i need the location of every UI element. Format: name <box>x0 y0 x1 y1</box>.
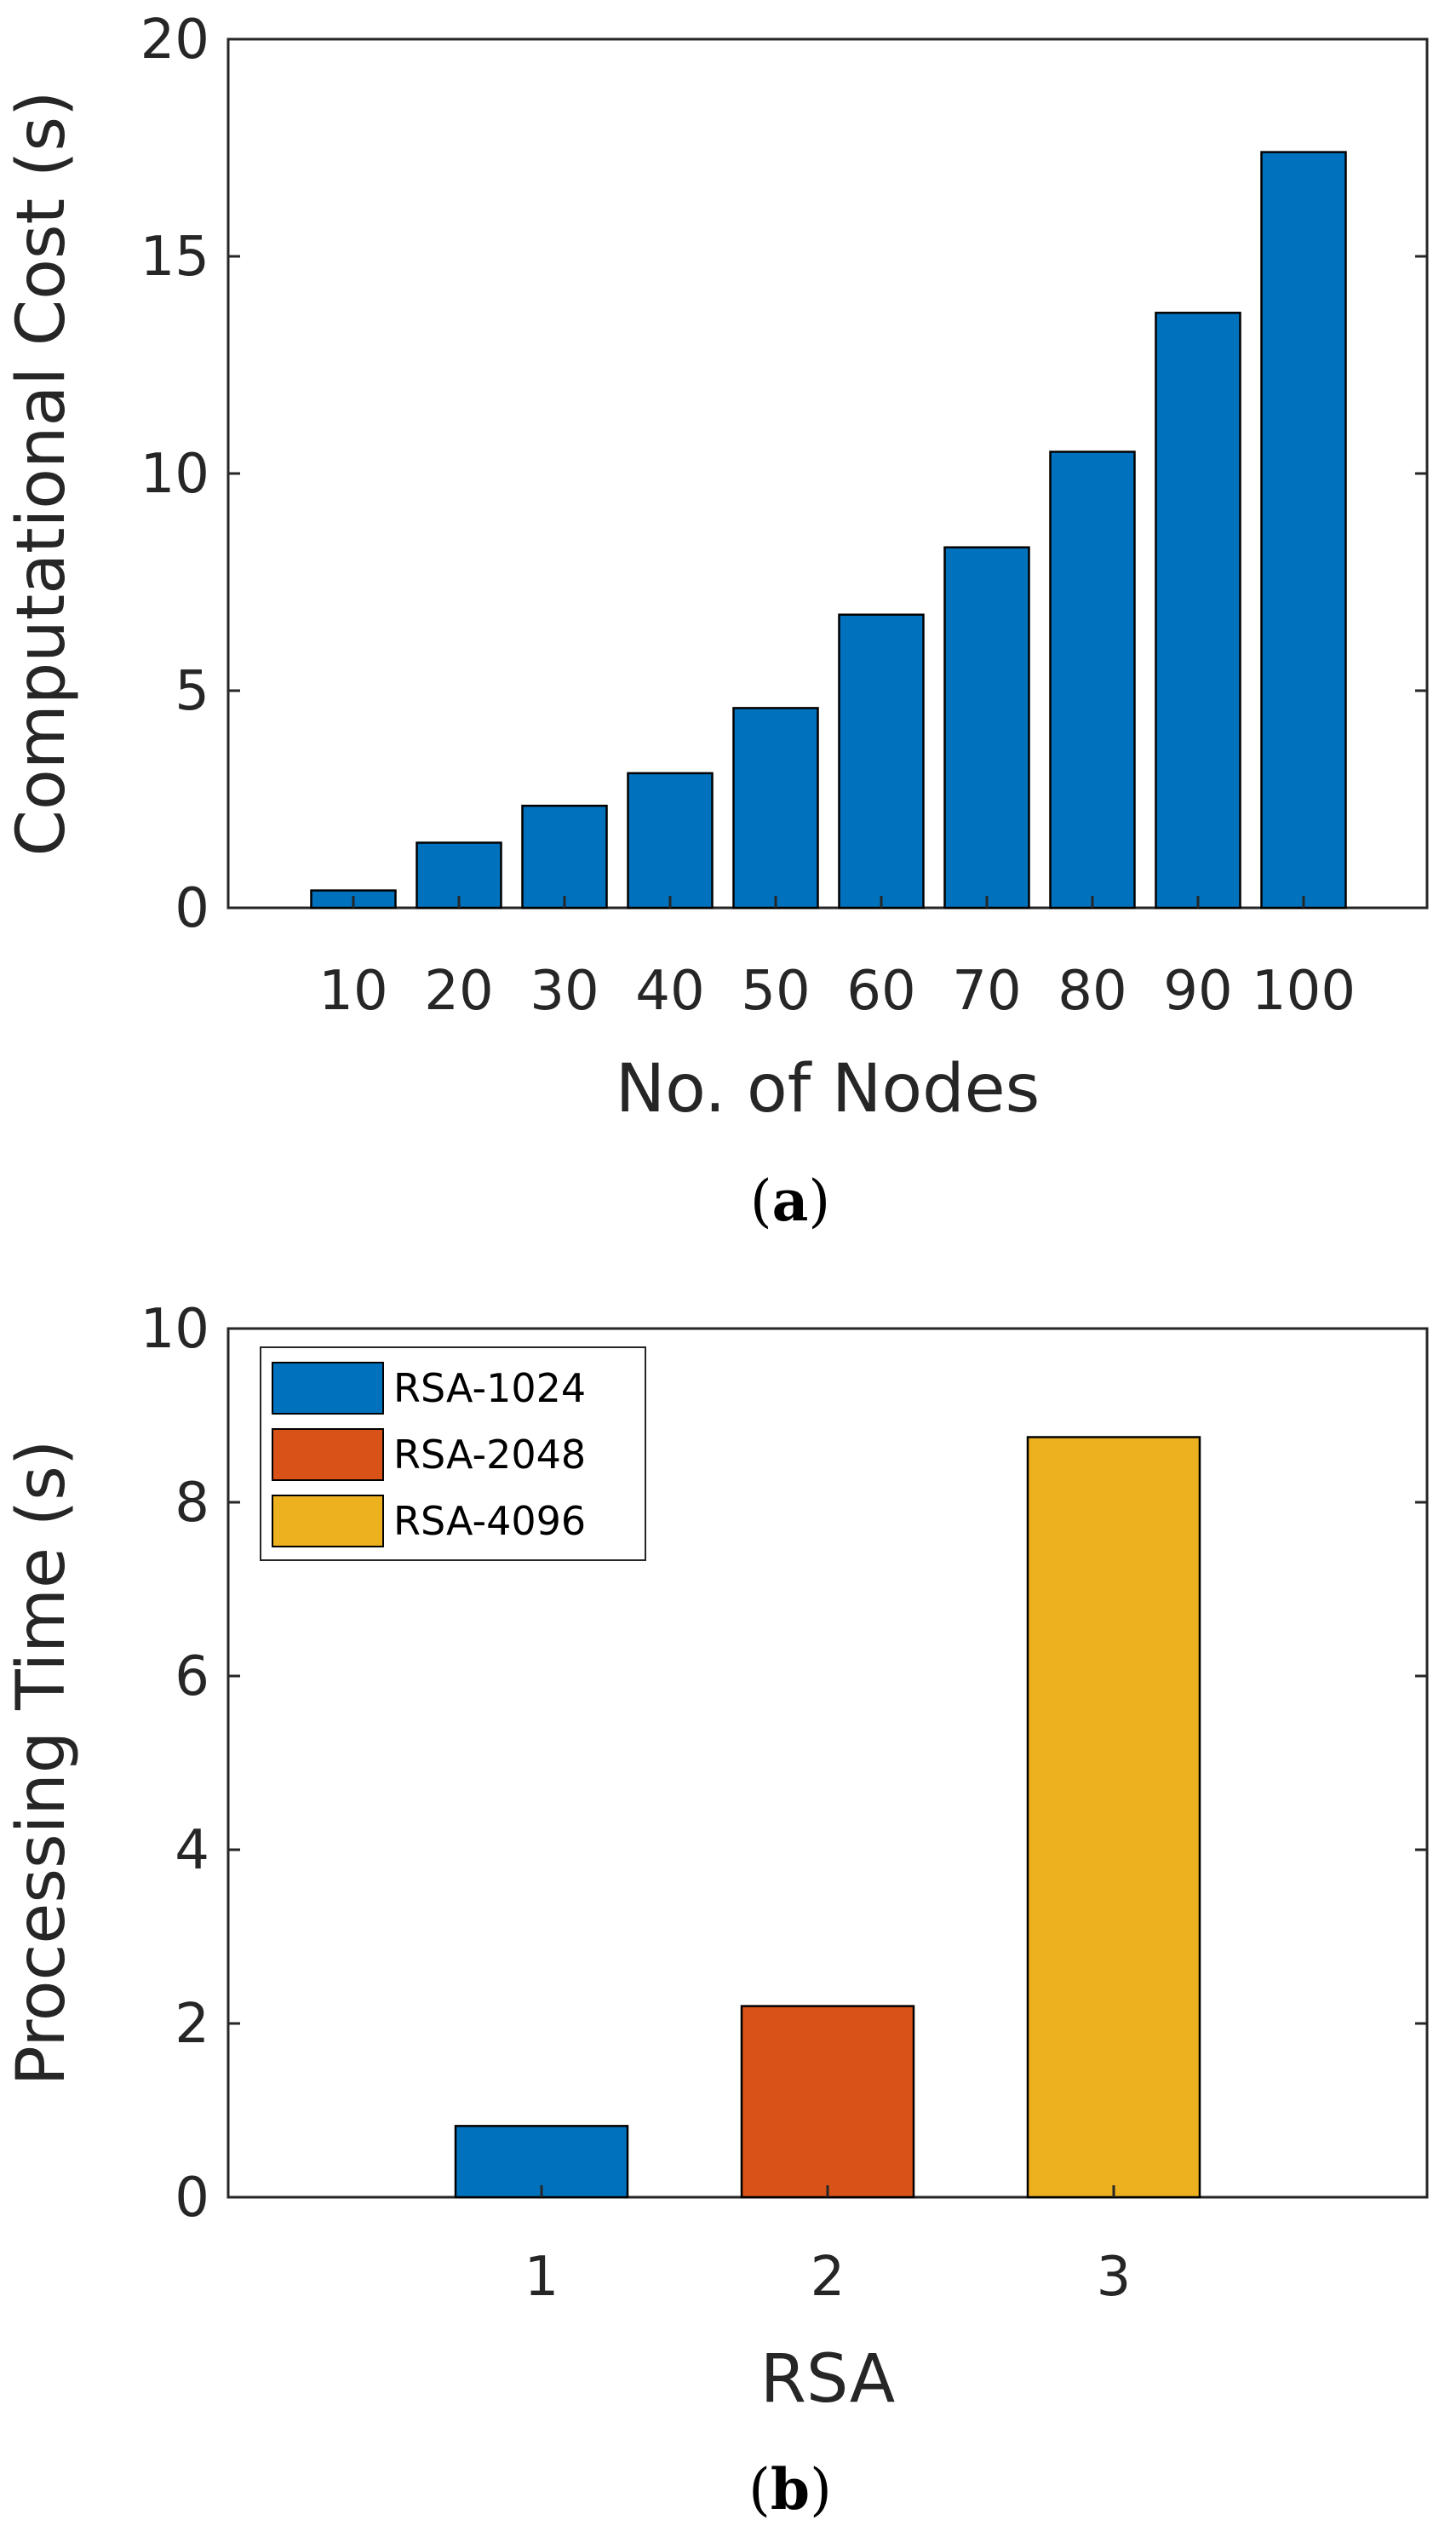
x-tick-label: 60 <box>846 960 915 1023</box>
y-tick-label: 8 <box>175 1472 209 1535</box>
x-tick-label: 80 <box>1058 960 1126 1023</box>
x-tick-label: 3 <box>1097 2246 1132 2309</box>
y-tick-label: 4 <box>175 1819 209 1882</box>
y-tick-label: 20 <box>140 9 209 72</box>
bar-nodes-100 <box>1260 151 1347 910</box>
chart-a-panel-label: (a) <box>750 1168 830 1234</box>
bar-nodes-60 <box>838 613 925 910</box>
chart-a-y-axis-title: Computational Cost (s) <box>3 91 80 857</box>
legend-label: RSA-1024 <box>393 1365 586 1411</box>
chart-b-y-axis-title: Processing Time (s) <box>3 1440 80 2086</box>
legend-swatch-rsa-1024 <box>272 1362 384 1415</box>
bar-rsa-2048 <box>740 2005 915 2199</box>
chart-a-x-axis-title: No. of Nodes <box>616 1051 1040 1128</box>
x-tick-label: 1 <box>525 2246 559 2309</box>
y-tick-label: 6 <box>175 1645 209 1708</box>
legend-label: RSA-2048 <box>393 1432 586 1478</box>
x-tick-label: 30 <box>530 960 599 1023</box>
bar-rsa-4096 <box>1026 1436 1201 2199</box>
y-tick-label: 5 <box>175 660 209 723</box>
legend-label: RSA-4096 <box>393 1498 586 1544</box>
bar-nodes-50 <box>732 707 819 910</box>
x-tick-label: 100 <box>1252 960 1356 1023</box>
legend-swatch-rsa-2048 <box>272 1428 384 1481</box>
bar-nodes-80 <box>1049 451 1136 910</box>
x-tick-label: 70 <box>952 960 1021 1023</box>
chart-b-legend: RSA-1024 RSA-2048 RSA-4096 <box>260 1346 646 1561</box>
y-tick-label: 10 <box>140 1298 209 1361</box>
x-tick-label: 2 <box>811 2246 846 2309</box>
bar-nodes-70 <box>943 546 1030 910</box>
legend-swatch-rsa-4096 <box>272 1495 384 1547</box>
y-tick-label: 0 <box>175 877 209 940</box>
bar-nodes-30 <box>521 804 608 910</box>
chart-b-x-axis-title: RSA <box>760 2341 896 2418</box>
bar-nodes-90 <box>1155 312 1241 910</box>
bar-nodes-40 <box>627 772 714 910</box>
x-tick-label: 40 <box>635 960 704 1023</box>
chart-a: 0 5 10 15 20 10 20 30 40 50 60 70 80 90 100 No. of No… <box>3 9 1429 1234</box>
y-tick-label: 15 <box>140 226 209 289</box>
y-tick-label: 0 <box>175 2167 209 2230</box>
x-tick-label: 90 <box>1163 960 1232 1023</box>
y-tick-label: 2 <box>175 1993 209 2056</box>
chart-a-plot-area <box>226 37 1429 910</box>
x-tick-label: 10 <box>318 960 387 1023</box>
x-tick-label: 20 <box>424 960 493 1023</box>
y-tick-label: 10 <box>140 443 209 506</box>
chart-b-panel-label: (b) <box>748 2456 832 2523</box>
x-tick-label: 50 <box>741 960 810 1023</box>
